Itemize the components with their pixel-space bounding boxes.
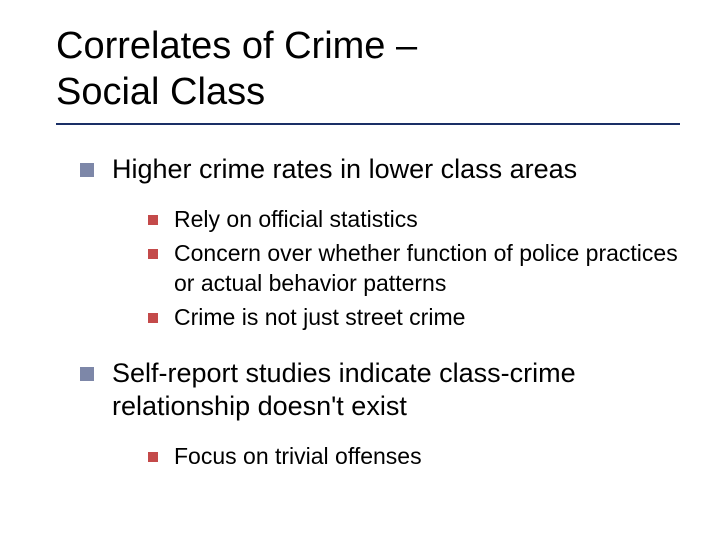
square-bullet-icon xyxy=(80,163,94,177)
square-bullet-icon xyxy=(148,313,158,323)
square-bullet-icon xyxy=(148,452,158,462)
title-line-2: Social Class xyxy=(56,71,265,113)
slide-title: Correlates of Crime – Social Class xyxy=(56,24,680,115)
square-bullet-icon xyxy=(148,215,158,225)
bullet-text: Concern over whether function of police … xyxy=(174,239,680,299)
title-underline xyxy=(56,123,680,125)
square-bullet-icon xyxy=(148,249,158,259)
bullet-level2: Focus on trivial offenses xyxy=(148,442,680,472)
sub-bullet-list: Rely on official statistics Concern over… xyxy=(148,205,680,333)
bullet-text: Focus on trivial offenses xyxy=(174,442,422,472)
bullet-text: Self-report studies indicate class-crime… xyxy=(112,357,680,425)
square-bullet-icon xyxy=(80,367,94,381)
bullet-level1: Self-report studies indicate class-crime… xyxy=(80,357,680,425)
bullet-text: Rely on official statistics xyxy=(174,205,418,235)
bullet-level1: Higher crime rates in lower class areas xyxy=(80,153,680,187)
bullet-level2: Rely on official statistics xyxy=(148,205,680,235)
bullet-level2: Crime is not just street crime xyxy=(148,303,680,333)
bullet-text: Higher crime rates in lower class areas xyxy=(112,153,577,187)
title-line-1: Correlates of Crime – xyxy=(56,25,417,67)
bullet-text: Crime is not just street crime xyxy=(174,303,465,333)
sub-bullet-list: Focus on trivial offenses xyxy=(148,442,680,472)
bullet-level2: Concern over whether function of police … xyxy=(148,239,680,299)
